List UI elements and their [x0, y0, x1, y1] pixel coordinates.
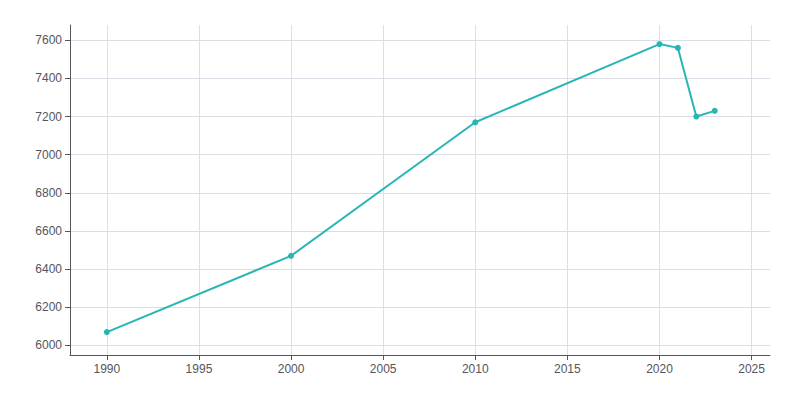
svg-text:6400: 6400: [35, 262, 62, 276]
svg-text:6200: 6200: [35, 300, 62, 314]
svg-text:7200: 7200: [35, 110, 62, 124]
svg-text:2005: 2005: [370, 362, 397, 376]
svg-text:6600: 6600: [35, 224, 62, 238]
svg-text:2010: 2010: [462, 362, 489, 376]
svg-text:7000: 7000: [35, 148, 62, 162]
svg-text:6800: 6800: [35, 186, 62, 200]
svg-text:2025: 2025: [738, 362, 765, 376]
svg-text:6000: 6000: [35, 338, 62, 352]
svg-text:1990: 1990: [93, 362, 120, 376]
svg-text:2015: 2015: [554, 362, 581, 376]
svg-text:2000: 2000: [278, 362, 305, 376]
svg-text:1995: 1995: [186, 362, 213, 376]
svg-text:7400: 7400: [35, 71, 62, 85]
svg-text:7600: 7600: [35, 33, 62, 47]
svg-text:2020: 2020: [646, 362, 673, 376]
